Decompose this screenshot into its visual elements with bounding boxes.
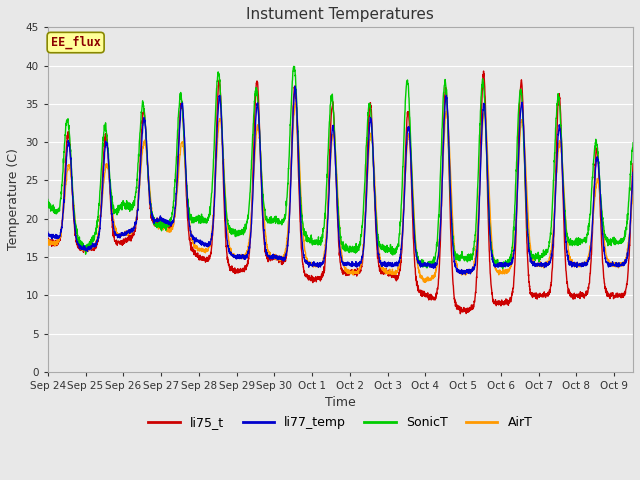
Text: EE_flux: EE_flux bbox=[51, 36, 100, 49]
X-axis label: Time: Time bbox=[325, 396, 356, 409]
Legend: li75_t, li77_temp, SonicT, AirT: li75_t, li77_temp, SonicT, AirT bbox=[143, 411, 538, 434]
Y-axis label: Temperature (C): Temperature (C) bbox=[7, 149, 20, 251]
Title: Instument Temperatures: Instument Temperatures bbox=[246, 7, 435, 22]
